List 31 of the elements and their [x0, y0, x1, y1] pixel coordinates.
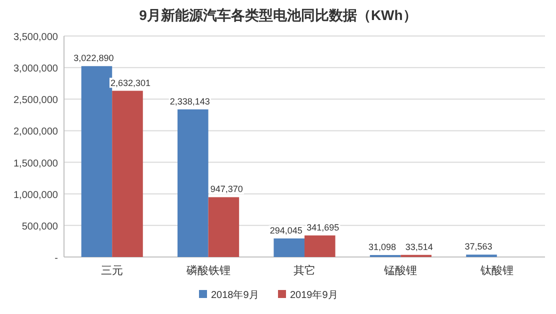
data-label: 37,563 [464, 242, 492, 252]
bar [208, 197, 240, 257]
x-tick-label: 磷酸铁锂 [185, 264, 230, 277]
data-label: 31,098 [368, 242, 396, 252]
y-tick-label: 2,000,000 [14, 126, 58, 138]
x-tick-label: 锰酸锂 [383, 265, 418, 277]
bar [81, 66, 112, 257]
bar [274, 238, 304, 257]
data-label: 294,045 [270, 225, 302, 236]
data-label: 947,370 [210, 184, 243, 194]
y-tick-label: 1,000,000 [14, 190, 58, 201]
legend-label: 2019年9月 [290, 289, 338, 301]
chart-title: 9月新能源汽车各类型电池同比数据（KWh） [139, 7, 417, 23]
bar [178, 109, 208, 257]
legend-label: 2018年9月 [211, 289, 259, 301]
y-tick-label: 1,500,000 [14, 158, 58, 170]
data-label: 2,632,301 [110, 78, 151, 88]
x-tick-label: 其它 [294, 264, 316, 277]
y-tick-label: 2,500,000 [14, 95, 58, 106]
y-tick-label: 3,500,000 [14, 32, 58, 43]
data-label: 3,022,890 [74, 53, 114, 64]
bar [304, 235, 336, 257]
bar [112, 90, 143, 257]
y-tick-label: - [54, 253, 58, 264]
data-label: 341,695 [306, 222, 340, 232]
y-tick-label: 500,000 [22, 221, 58, 232]
y-tick-label: 3,000,000 [14, 64, 58, 75]
x-tick-label: 三元 [101, 265, 124, 277]
data-label: 2,338,143 [170, 96, 210, 106]
data-label: 33,514 [405, 242, 433, 252]
x-tick-label: 钛酸锂 [479, 265, 514, 277]
